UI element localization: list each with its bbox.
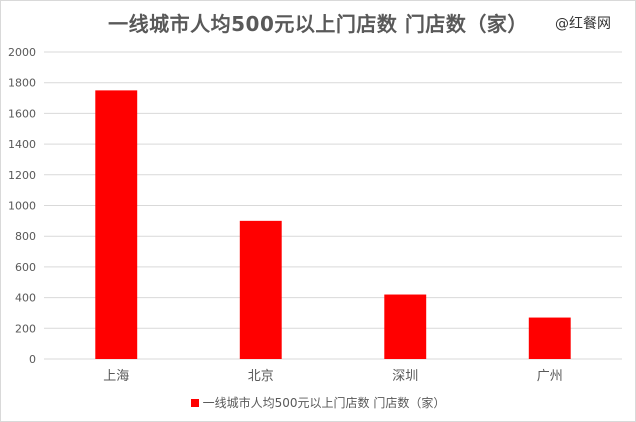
legend: 一线城市人均500元以上门店数 门店数（家） [0, 394, 636, 411]
y-tick-label: 1400 [8, 138, 36, 151]
y-tick-label: 1800 [8, 77, 36, 90]
x-tick-label: 广州 [537, 369, 563, 384]
y-tick-label: 2000 [8, 46, 36, 59]
x-tick-label: 北京 [248, 369, 274, 384]
chart-title: 一线城市人均500元以上门店数 门店数（家） [108, 12, 528, 36]
x-axis-ticks: 上海 北京 深圳 广州 [103, 369, 563, 384]
legend-swatch [190, 398, 199, 407]
y-tick-label: 1600 [8, 107, 36, 120]
bar-广州 [528, 317, 571, 359]
y-tick-label: 400 [15, 292, 36, 305]
y-tick-label: 600 [15, 261, 36, 274]
y-axis-ticks: 0 200 400 600 800 1000 1200 1400 1600 1800 2000 [8, 46, 36, 366]
bar-北京 [239, 220, 282, 359]
x-tick-label: 深圳 [392, 369, 418, 384]
legend-label: 一线城市人均500元以上门店数 门店数（家） [202, 396, 446, 410]
bar-上海 [95, 90, 138, 359]
y-tick-label: 200 [15, 322, 36, 335]
x-tick-label: 上海 [103, 369, 129, 384]
gridlines [44, 51, 622, 360]
watermark: @红餐网 [555, 16, 611, 32]
bar-深圳 [384, 294, 427, 359]
y-tick-label: 1200 [8, 169, 36, 182]
bars [95, 90, 571, 359]
y-tick-label: 800 [15, 230, 36, 243]
y-tick-label: 1000 [8, 200, 36, 213]
y-tick-label: 0 [29, 353, 36, 366]
